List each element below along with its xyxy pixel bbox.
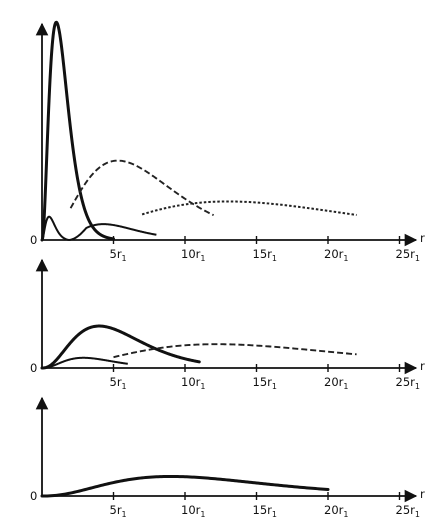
x-tick-label-20: 20r1 (324, 503, 348, 519)
x-tick-label-15: 15r1 (253, 375, 277, 391)
x-tick-label-10: 10r1 (181, 247, 205, 263)
axis-end-label: r (420, 487, 425, 501)
curve-1s (40, 20, 115, 242)
curve-3s (141, 200, 357, 216)
curve-3p-inner (42, 356, 128, 369)
x-tick-label-20: 20r1 (324, 247, 348, 263)
x-tick-label-10: 10r1 (181, 375, 205, 391)
x-tick-label-25: 25r1 (396, 503, 420, 519)
x-tick-label-5: 5r1 (110, 375, 127, 391)
axis-end-label: r (420, 359, 425, 373)
curve-2s (41, 215, 157, 242)
origin-label: 0 (30, 361, 37, 375)
panel-bottom: 0 r 5r1 10r1 15r1 20r1 25r1 (30, 396, 425, 519)
panel-top: 0 r 5r1 10r1 15r1 20r1 25r1 (30, 20, 425, 263)
panel-middle: 0 r 5r1 10r1 15r1 20r1 25r1 (30, 258, 425, 391)
x-tick-label-5: 5r1 (110, 503, 127, 519)
x-tick-label-15: 15r1 (253, 247, 277, 263)
curve-2s-outer (69, 159, 215, 217)
origin-label: 0 (30, 489, 37, 503)
origin-label: 0 (30, 233, 37, 247)
x-tick-label-15: 15r1 (253, 503, 277, 519)
curve-2p (40, 324, 201, 370)
curve-3d (40, 474, 330, 498)
x-tick-label-25: 25r1 (396, 247, 420, 263)
x-tick-label-10: 10r1 (181, 503, 205, 519)
x-tick-label-20: 20r1 (324, 375, 348, 391)
x-tick-label-25: 25r1 (396, 375, 420, 391)
curve-3p (113, 343, 357, 359)
x-tick-label-5: 5r1 (110, 247, 127, 263)
axis-end-label: r (420, 231, 425, 245)
